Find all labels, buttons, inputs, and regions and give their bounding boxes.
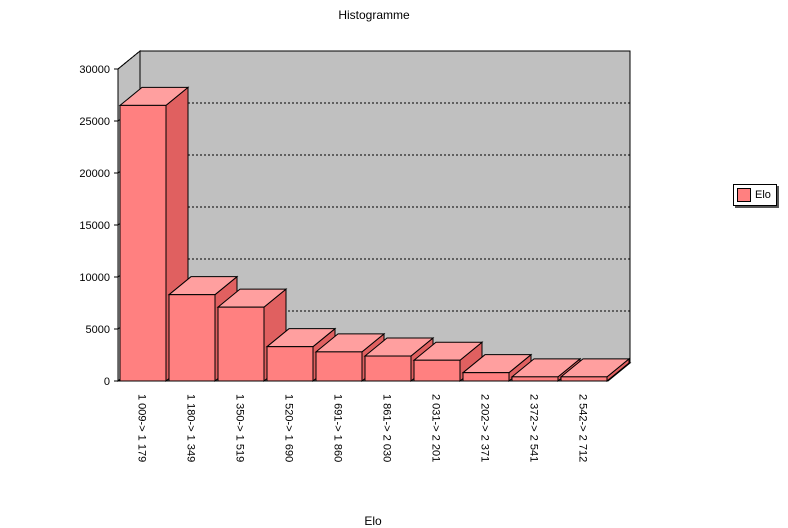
x-tick-label: 1 180-> 1 349 <box>185 394 197 462</box>
bar <box>462 372 510 382</box>
x-tick-label: 1 350-> 1 519 <box>234 394 246 462</box>
x-tick-label: 2 542-> 2 712 <box>577 394 589 462</box>
bar <box>217 306 265 382</box>
x-tick-label: 2 031-> 2 201 <box>430 394 442 462</box>
bar <box>511 376 559 382</box>
y-tick-label: 10000 <box>79 272 110 284</box>
legend: Elo <box>733 184 777 206</box>
legend-label: Elo <box>755 189 771 201</box>
x-tick-label: 2 372-> 2 541 <box>528 394 540 462</box>
y-tick-label: 5000 <box>86 324 110 336</box>
x-tick-label: 1 520-> 1 690 <box>283 394 295 462</box>
y-tick-label: 30000 <box>79 64 110 76</box>
bar <box>266 346 314 382</box>
x-axis-title: Elo <box>364 514 382 528</box>
legend-swatch <box>737 188 751 202</box>
y-tick-label: 0 <box>104 376 110 388</box>
bar <box>168 294 216 382</box>
x-tick-label: 1 009-> 1 179 <box>136 394 148 462</box>
bar <box>413 359 461 382</box>
x-tick-label: 1 691-> 1 860 <box>332 394 344 462</box>
bar <box>364 355 412 382</box>
x-tick-label: 2 202-> 2 371 <box>479 394 491 462</box>
y-tick-label: 15000 <box>79 220 110 232</box>
y-tick-label: 20000 <box>79 168 110 180</box>
y-tick-label: 25000 <box>79 116 110 128</box>
gridline-side <box>117 50 141 70</box>
bar <box>560 376 608 382</box>
bar <box>119 104 167 382</box>
chart-title: Histogramme <box>338 8 410 22</box>
bar <box>315 351 363 382</box>
x-tick-label: 1 861-> 2 030 <box>381 394 393 462</box>
